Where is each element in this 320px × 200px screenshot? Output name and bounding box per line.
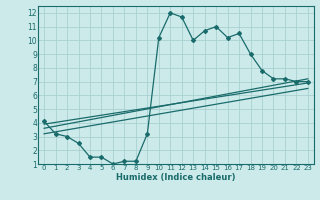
X-axis label: Humidex (Indice chaleur): Humidex (Indice chaleur) [116, 173, 236, 182]
